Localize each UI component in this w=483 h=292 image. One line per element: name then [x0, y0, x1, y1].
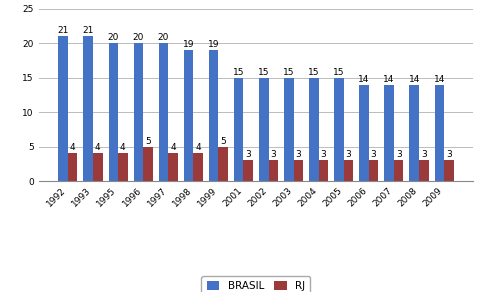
Text: 15: 15	[283, 68, 295, 77]
Bar	[259, 78, 269, 181]
Bar	[159, 43, 168, 181]
Text: 3: 3	[346, 150, 352, 159]
Text: 15: 15	[233, 68, 244, 77]
Bar	[218, 147, 228, 181]
Bar	[209, 50, 218, 181]
Bar	[143, 147, 153, 181]
Text: 5: 5	[220, 137, 226, 145]
Text: 19: 19	[183, 40, 194, 49]
Bar	[184, 50, 193, 181]
Bar	[394, 160, 403, 181]
Text: 20: 20	[108, 33, 119, 42]
Bar	[234, 78, 243, 181]
Bar	[294, 160, 303, 181]
Text: 3: 3	[270, 150, 276, 159]
Text: 5: 5	[145, 137, 151, 145]
Bar	[435, 85, 444, 181]
Bar	[444, 160, 454, 181]
Bar	[93, 154, 102, 181]
Text: 20: 20	[133, 33, 144, 42]
Text: 3: 3	[446, 150, 452, 159]
Text: 3: 3	[421, 150, 426, 159]
Bar	[344, 160, 353, 181]
Text: 19: 19	[208, 40, 219, 49]
Text: 4: 4	[195, 143, 201, 152]
Bar	[84, 36, 93, 181]
Legend: BRASIL, RJ: BRASIL, RJ	[201, 276, 311, 292]
Text: 21: 21	[57, 26, 69, 35]
Text: 15: 15	[258, 68, 270, 77]
Bar	[284, 78, 294, 181]
Bar	[419, 160, 428, 181]
Bar	[134, 43, 143, 181]
Bar	[359, 85, 369, 181]
Text: 4: 4	[120, 143, 126, 152]
Text: 15: 15	[333, 68, 345, 77]
Bar	[168, 154, 178, 181]
Bar	[410, 85, 419, 181]
Text: 14: 14	[409, 74, 420, 84]
Text: 14: 14	[358, 74, 370, 84]
Bar	[369, 160, 378, 181]
Text: 3: 3	[321, 150, 327, 159]
Bar	[309, 78, 319, 181]
Text: 4: 4	[70, 143, 75, 152]
Text: 3: 3	[371, 150, 376, 159]
Text: 14: 14	[434, 74, 445, 84]
Bar	[68, 154, 77, 181]
Text: 4: 4	[170, 143, 176, 152]
Bar	[193, 154, 203, 181]
Bar	[118, 154, 128, 181]
Bar	[269, 160, 278, 181]
Bar	[384, 85, 394, 181]
Bar	[319, 160, 328, 181]
Text: 3: 3	[396, 150, 401, 159]
Bar	[334, 78, 344, 181]
Text: 3: 3	[245, 150, 251, 159]
Text: 3: 3	[296, 150, 301, 159]
Bar	[58, 36, 68, 181]
Bar	[109, 43, 118, 181]
Text: 21: 21	[83, 26, 94, 35]
Text: 14: 14	[384, 74, 395, 84]
Text: 20: 20	[158, 33, 169, 42]
Bar	[243, 160, 253, 181]
Text: 4: 4	[95, 143, 100, 152]
Text: 15: 15	[308, 68, 320, 77]
